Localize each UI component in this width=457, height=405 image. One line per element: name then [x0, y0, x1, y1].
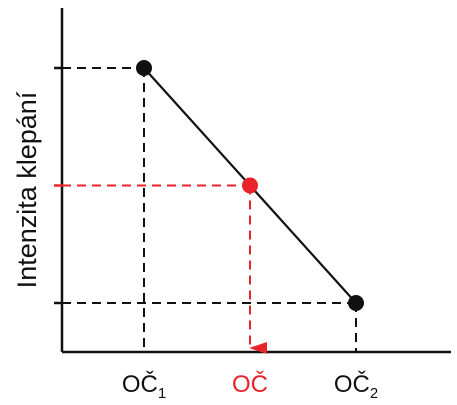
x-tick-label-3: OČ2 [334, 370, 378, 402]
x-tick-label-2: OČ [232, 370, 268, 398]
data-point-2 [348, 295, 364, 311]
x-tick-label-1: OČ1 [122, 370, 166, 402]
data-point-highlight [242, 178, 258, 194]
y-axis-label: Intenzita klepání [12, 91, 42, 288]
data-point-1 [136, 60, 152, 76]
